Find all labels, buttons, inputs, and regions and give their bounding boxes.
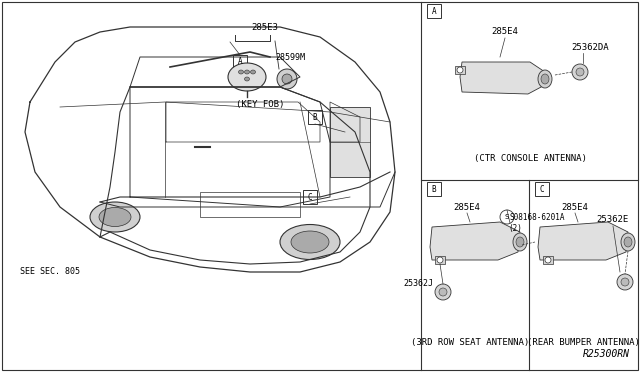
Text: A: A	[237, 58, 243, 67]
Bar	[543, 256, 553, 264]
Text: 25362E: 25362E	[596, 215, 628, 224]
Text: S08168-6201A: S08168-6201A	[510, 212, 566, 221]
Text: (3RD ROW SEAT ANTENNA): (3RD ROW SEAT ANTENNA)	[411, 337, 529, 346]
Text: 28599M: 28599M	[275, 52, 305, 61]
Circle shape	[437, 257, 443, 263]
Text: B: B	[432, 185, 436, 193]
Text: (REAR BUMPER ANTENNA): (REAR BUMPER ANTENNA)	[527, 337, 639, 346]
Bar	[535, 182, 549, 196]
Circle shape	[457, 67, 463, 73]
Bar	[427, 182, 441, 196]
Circle shape	[617, 274, 633, 290]
Text: (2): (2)	[508, 224, 522, 232]
Text: 285E3: 285E3	[252, 22, 278, 32]
Text: 285E4: 285E4	[492, 28, 518, 36]
Text: R25300RN: R25300RN	[583, 349, 630, 359]
Bar	[427, 4, 441, 18]
Bar	[233, 55, 247, 69]
Circle shape	[277, 69, 297, 89]
Text: B: B	[313, 112, 317, 122]
Text: 285E4: 285E4	[561, 202, 588, 212]
Ellipse shape	[250, 70, 255, 74]
Ellipse shape	[90, 202, 140, 232]
Ellipse shape	[244, 77, 250, 81]
Ellipse shape	[228, 63, 266, 91]
Text: 285E4: 285E4	[454, 202, 481, 212]
Circle shape	[500, 210, 514, 224]
Text: S: S	[505, 214, 509, 220]
Ellipse shape	[516, 237, 524, 247]
Ellipse shape	[280, 224, 340, 260]
Text: (KEY FOB): (KEY FOB)	[236, 99, 284, 109]
Bar	[303, 190, 317, 204]
Circle shape	[282, 74, 292, 84]
Text: C: C	[540, 185, 544, 193]
Text: SEE SEC. 805: SEE SEC. 805	[20, 267, 80, 276]
Ellipse shape	[99, 208, 131, 227]
Circle shape	[621, 278, 629, 286]
Text: A: A	[432, 6, 436, 16]
Bar	[435, 256, 445, 264]
Bar	[330, 107, 370, 177]
Ellipse shape	[541, 74, 549, 84]
Ellipse shape	[291, 231, 329, 253]
Text: (CTR CONSOLE ANTENNA): (CTR CONSOLE ANTENNA)	[474, 154, 586, 164]
Ellipse shape	[624, 237, 632, 247]
Ellipse shape	[239, 70, 243, 74]
Ellipse shape	[244, 70, 250, 74]
Circle shape	[572, 64, 588, 80]
Circle shape	[439, 288, 447, 296]
Text: C: C	[308, 192, 312, 202]
Text: 25362DA: 25362DA	[571, 42, 609, 51]
Circle shape	[545, 257, 551, 263]
Bar	[200, 192, 300, 217]
Ellipse shape	[621, 233, 635, 251]
Text: 25362J: 25362J	[403, 279, 433, 289]
Ellipse shape	[538, 70, 552, 88]
Polygon shape	[460, 62, 545, 94]
Polygon shape	[430, 222, 520, 260]
Bar	[308, 110, 322, 124]
Polygon shape	[538, 222, 628, 260]
Ellipse shape	[513, 233, 527, 251]
Circle shape	[576, 68, 584, 76]
Bar	[455, 66, 465, 74]
Circle shape	[435, 284, 451, 300]
